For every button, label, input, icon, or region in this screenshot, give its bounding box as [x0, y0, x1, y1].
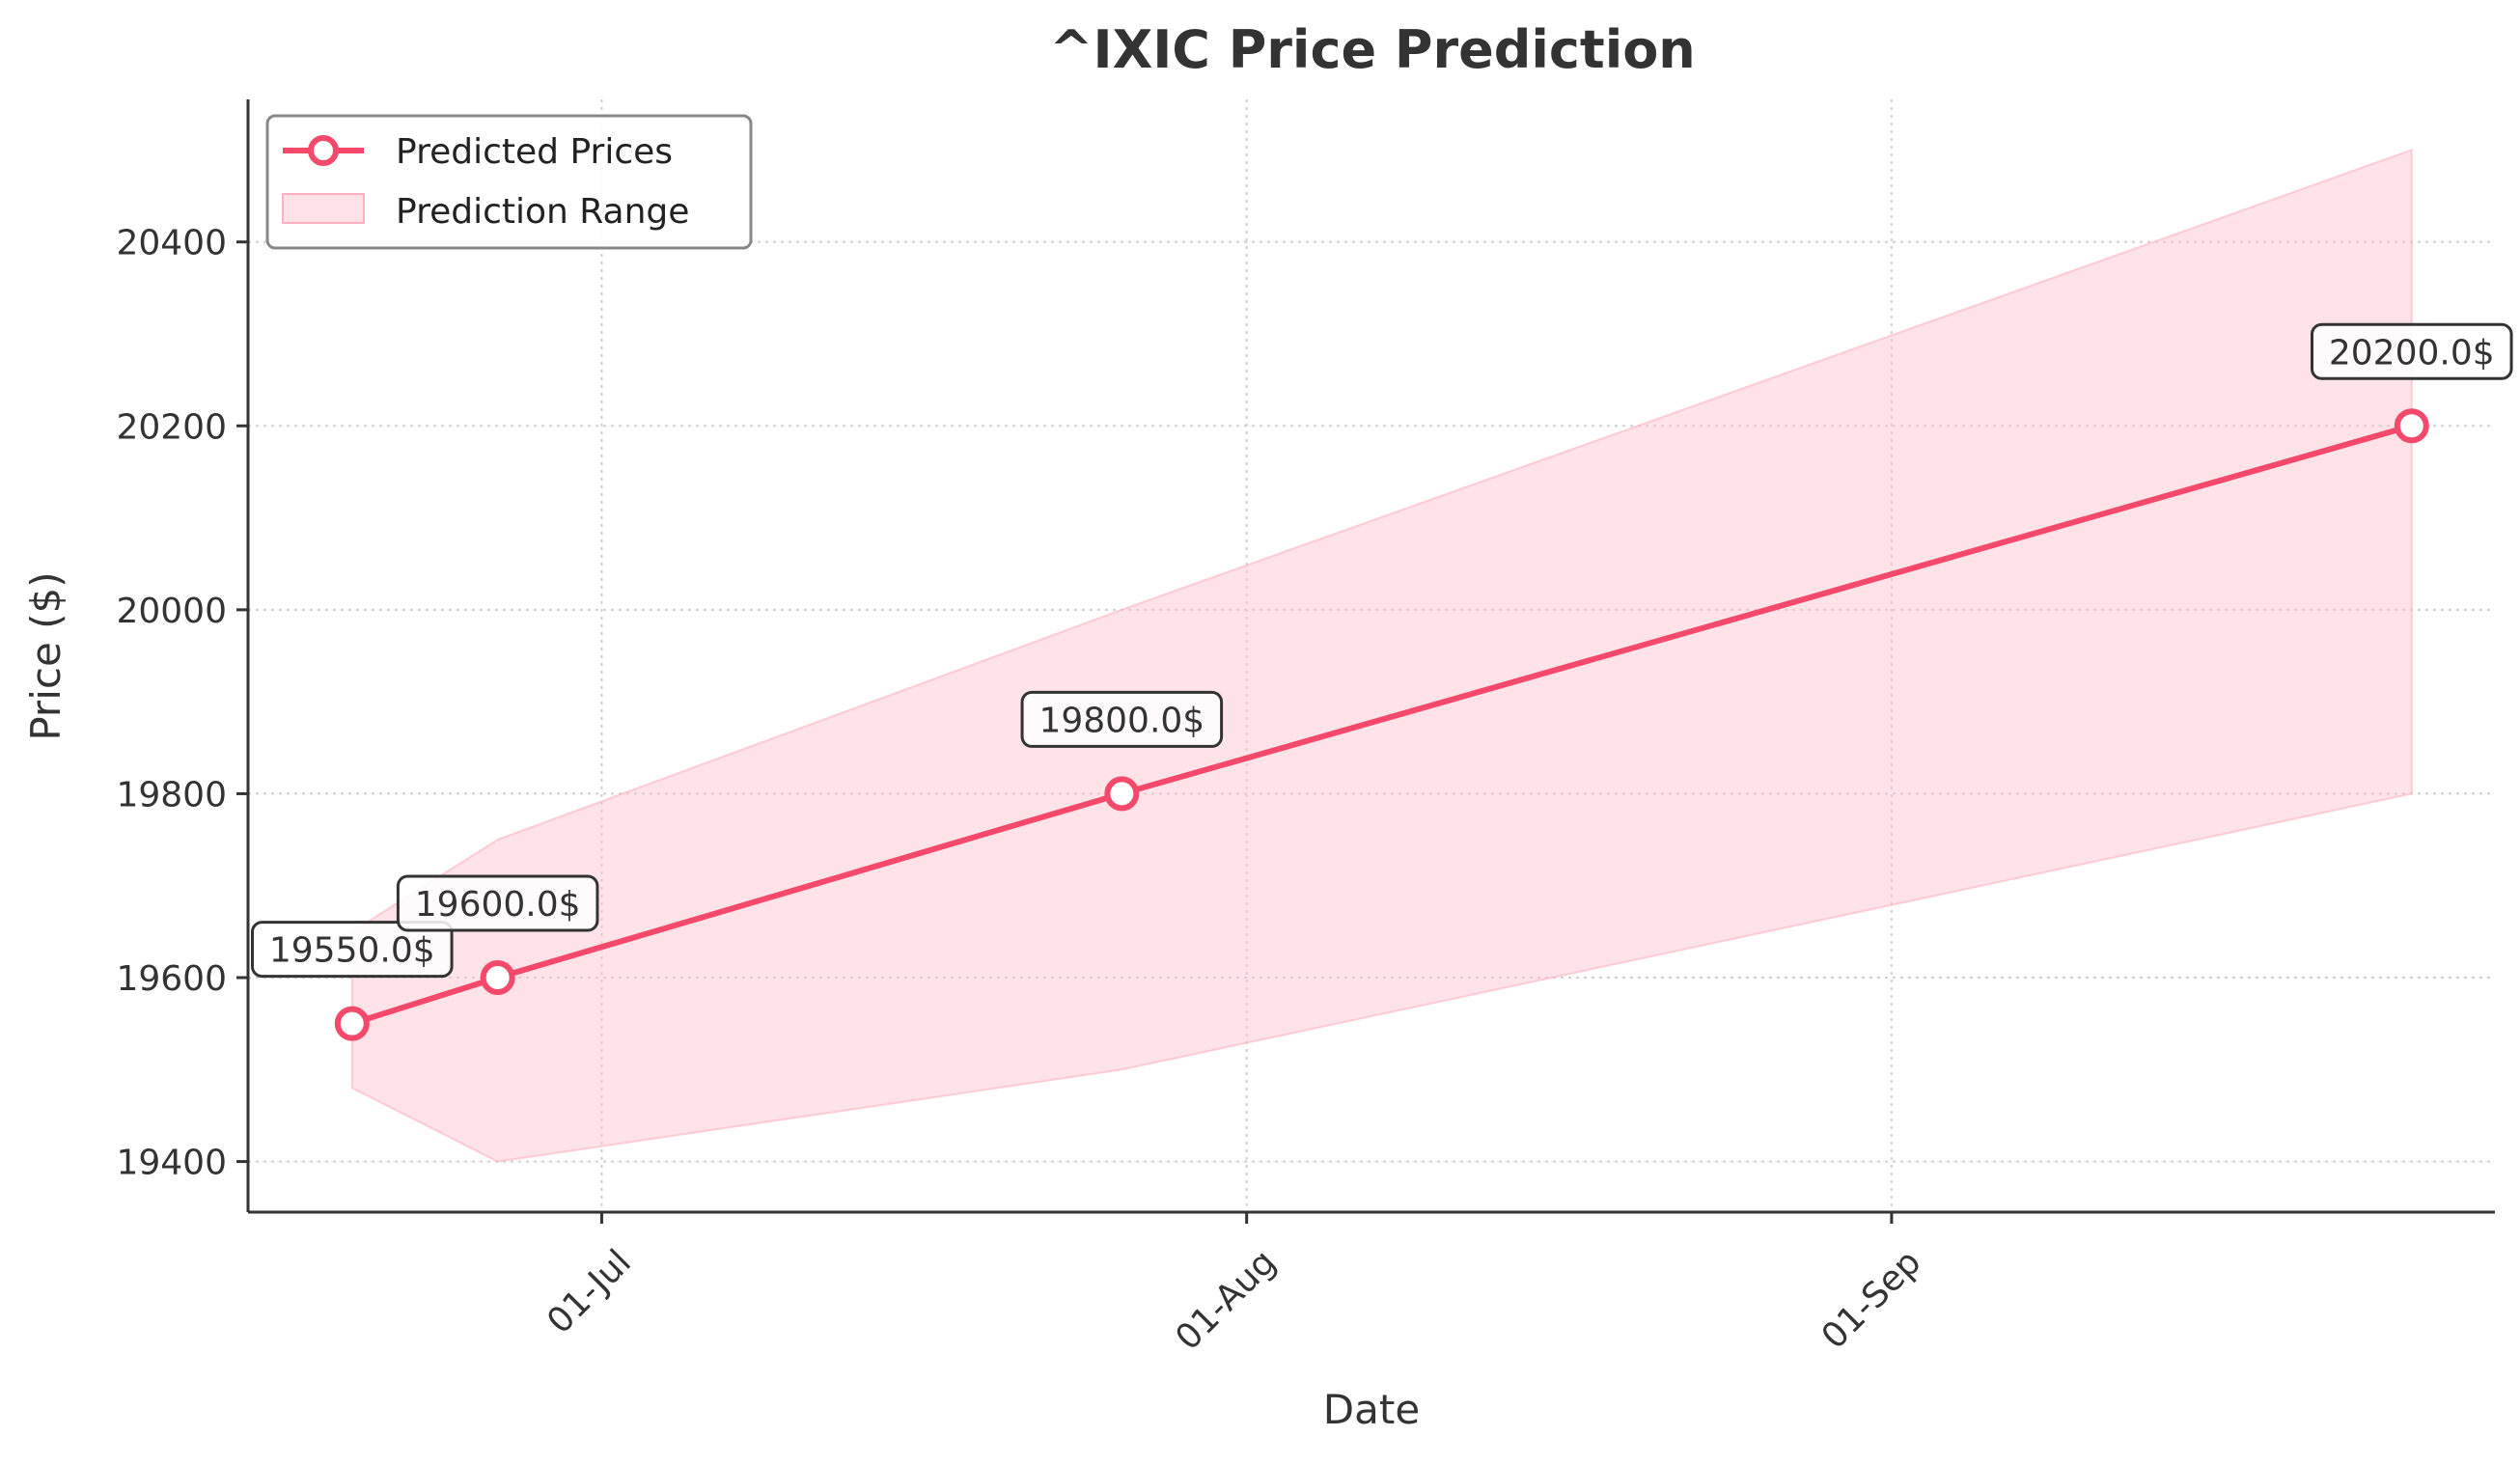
- data-label-box: [1020, 690, 1224, 748]
- legend-marker-swatch: [308, 135, 339, 166]
- data-point-marker: [2394, 408, 2429, 444]
- x-axis-label: Date: [1323, 1386, 1420, 1433]
- y-tick-label: 20200: [116, 407, 227, 447]
- grid-lines: [248, 99, 2495, 1212]
- y-axis-ticks: 19400 19600 19800 20000 20200 20400: [116, 224, 248, 1183]
- data-label-box: [250, 921, 454, 979]
- data-label-text: 19800.0$: [1038, 701, 1205, 740]
- predicted-prices-line: [348, 423, 2415, 1027]
- data-label: 19800.0$: [1020, 690, 1224, 748]
- y-axis-label: Price ($): [22, 571, 69, 740]
- prediction-range-area: [350, 148, 2413, 1163]
- x-axis-ticks: 01-Jul 01-Aug 01-Sep: [540, 1212, 1928, 1358]
- legend: Predicted Prices Prediction Range: [265, 114, 753, 250]
- data-label-text: 19600.0$: [415, 885, 581, 925]
- y-tick-label: 20400: [116, 224, 227, 263]
- x-tick-label: 01-Sep: [1814, 1242, 1929, 1357]
- legend-label-predicted-prices: Predicted Prices: [396, 132, 673, 172]
- data-label: 19600.0$: [396, 874, 599, 932]
- y-tick-label: 19600: [116, 959, 227, 999]
- legend-box: [265, 114, 753, 250]
- data-point-marker: [1104, 776, 1140, 812]
- legend-label-prediction-range: Prediction Range: [396, 192, 689, 232]
- predicted-prices-series: [334, 408, 2429, 1041]
- data-label-text: 19550.0$: [269, 931, 435, 971]
- data-point-marker: [334, 1006, 370, 1041]
- legend-range-swatch: [282, 193, 365, 224]
- data-labels: 19550.0$ 19600.0$ 19800.0$ 20200.0$: [250, 322, 2513, 979]
- x-tick-label: 01-Jul: [540, 1242, 639, 1341]
- chart-title: ^IXIC Price Prediction: [1049, 19, 1696, 80]
- data-label: 19550.0$: [250, 921, 454, 979]
- x-tick-label: 01-Aug: [1168, 1242, 1284, 1358]
- prediction-range-band: [350, 148, 2413, 1163]
- data-label-text: 20200.0$: [2329, 333, 2495, 373]
- y-tick-label: 20000: [116, 592, 227, 631]
- y-tick-label: 19400: [116, 1144, 227, 1183]
- data-label-box: [2310, 322, 2513, 380]
- data-label: 20200.0$: [2310, 322, 2513, 380]
- data-point-marker: [480, 960, 515, 996]
- data-label-box: [396, 874, 599, 932]
- y-tick-label: 19800: [116, 775, 227, 815]
